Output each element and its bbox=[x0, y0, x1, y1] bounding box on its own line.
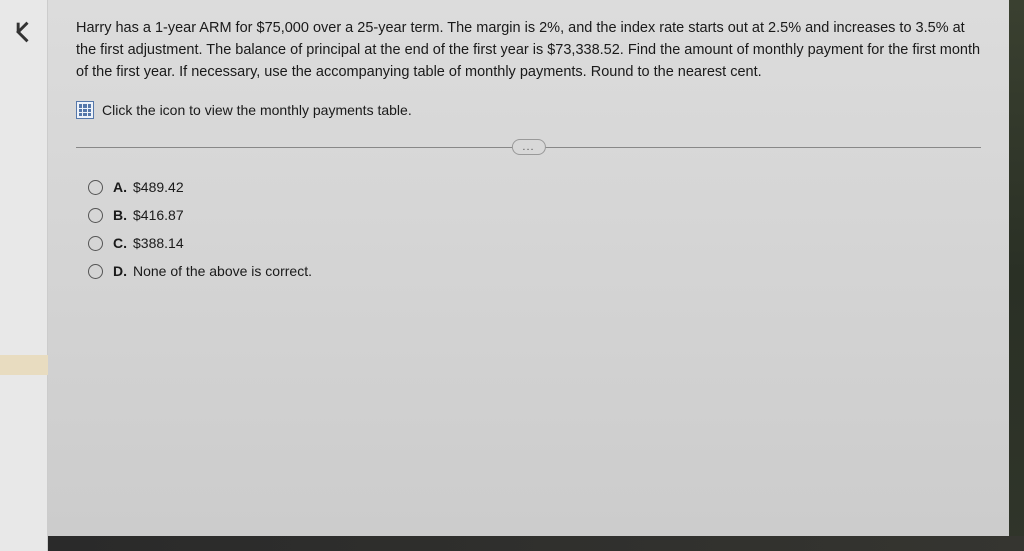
back-arrow-button[interactable] bbox=[10, 18, 38, 46]
bottom-ambient-edge bbox=[48, 536, 1024, 551]
option-d[interactable]: D.None of the above is correct. bbox=[88, 263, 981, 279]
table-icon[interactable] bbox=[76, 101, 94, 119]
table-link-label[interactable]: Click the icon to view the monthly payme… bbox=[102, 102, 412, 118]
radio-icon bbox=[88, 208, 103, 223]
answer-options: A.$489.42 B.$416.87 C.$388.14 D.None of … bbox=[76, 179, 981, 279]
radio-icon bbox=[88, 180, 103, 195]
divider-row: ... bbox=[76, 137, 981, 157]
option-a[interactable]: A.$489.42 bbox=[88, 179, 981, 195]
option-b-label: B.$416.87 bbox=[113, 207, 184, 223]
left-highlight-bar bbox=[0, 355, 48, 375]
table-link-row: Click the icon to view the monthly payme… bbox=[76, 101, 981, 119]
option-c[interactable]: C.$388.14 bbox=[88, 235, 981, 251]
right-ambient-edge bbox=[1009, 0, 1024, 551]
question-text: Harry has a 1-year ARM for $75,000 over … bbox=[76, 18, 981, 83]
radio-icon bbox=[88, 236, 103, 251]
radio-icon bbox=[88, 264, 103, 279]
grid-icon bbox=[79, 104, 91, 116]
left-panel bbox=[0, 0, 48, 551]
outer-frame: Harry has a 1-year ARM for $75,000 over … bbox=[0, 0, 1024, 551]
option-d-label: D.None of the above is correct. bbox=[113, 263, 312, 279]
ellipsis-expand-button[interactable]: ... bbox=[511, 139, 545, 155]
option-c-label: C.$388.14 bbox=[113, 235, 184, 251]
option-b[interactable]: B.$416.87 bbox=[88, 207, 981, 223]
option-a-label: A.$489.42 bbox=[113, 179, 184, 195]
arrow-left-icon bbox=[10, 18, 38, 46]
question-content-area: Harry has a 1-year ARM for $75,000 over … bbox=[48, 0, 1009, 536]
